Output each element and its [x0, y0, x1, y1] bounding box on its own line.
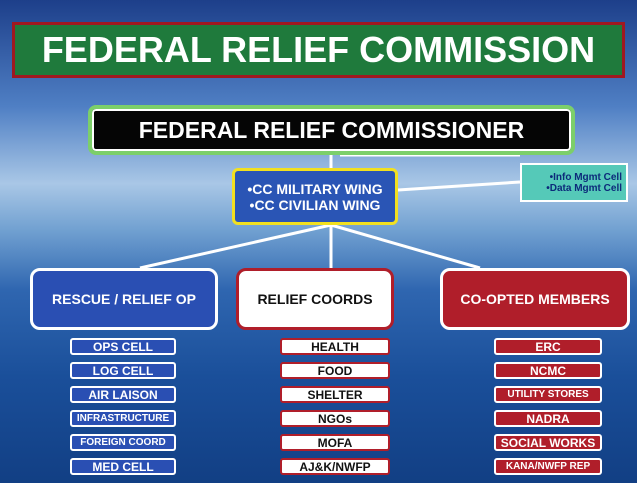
branch-item: NGOs	[280, 410, 390, 427]
wing-item: •CC MILITARY WING	[247, 181, 382, 197]
branch-item: INFRASTRUCTURE	[70, 410, 176, 427]
branch-item: NCMC	[494, 362, 602, 379]
side-note-item: •Info Mgmt Cell	[550, 172, 622, 183]
slide: FEDERAL RELIEF COMMISSION FEDERAL RELIEF…	[0, 0, 637, 483]
branch-header: CO-OPTED MEMBERS	[440, 268, 630, 330]
branch-item: MED CELL	[70, 458, 176, 475]
slide-title: FEDERAL RELIEF COMMISSION	[12, 22, 625, 78]
side-note: •Info Mgmt Cell •Data Mgmt Cell	[520, 163, 628, 202]
branch-item: SHELTER	[280, 386, 390, 403]
branch-item: MOFA	[280, 434, 390, 451]
branch-item: HEALTH	[280, 338, 390, 355]
branch-item: UTILITY STORES	[494, 386, 602, 403]
branch-item: ERC	[494, 338, 602, 355]
branch-header: RELIEF COORDS	[236, 268, 394, 330]
wings-box: •CC MILITARY WING •CC CIVILIAN WING	[232, 168, 398, 225]
branch-item: OPS CELL	[70, 338, 176, 355]
branch-item: FOOD	[280, 362, 390, 379]
branch-item: AIR LAISON	[70, 386, 176, 403]
branch-header: RESCUE / RELIEF OP	[30, 268, 218, 330]
side-note-item: •Data Mgmt Cell	[546, 183, 622, 194]
branch-item: SOCIAL WORKS	[494, 434, 602, 451]
branch-item: NADRA	[494, 410, 602, 427]
branch-item: LOG CELL	[70, 362, 176, 379]
wing-item: •CC CIVILIAN WING	[250, 197, 381, 213]
commissioner-box: FEDERAL RELIEF COMMISSIONER	[88, 105, 575, 155]
branch-item: AJ&K/NWFP	[280, 458, 390, 475]
branch-item: KANA/NWFP REP	[494, 458, 602, 475]
branch-item: FOREIGN COORD	[70, 434, 176, 451]
